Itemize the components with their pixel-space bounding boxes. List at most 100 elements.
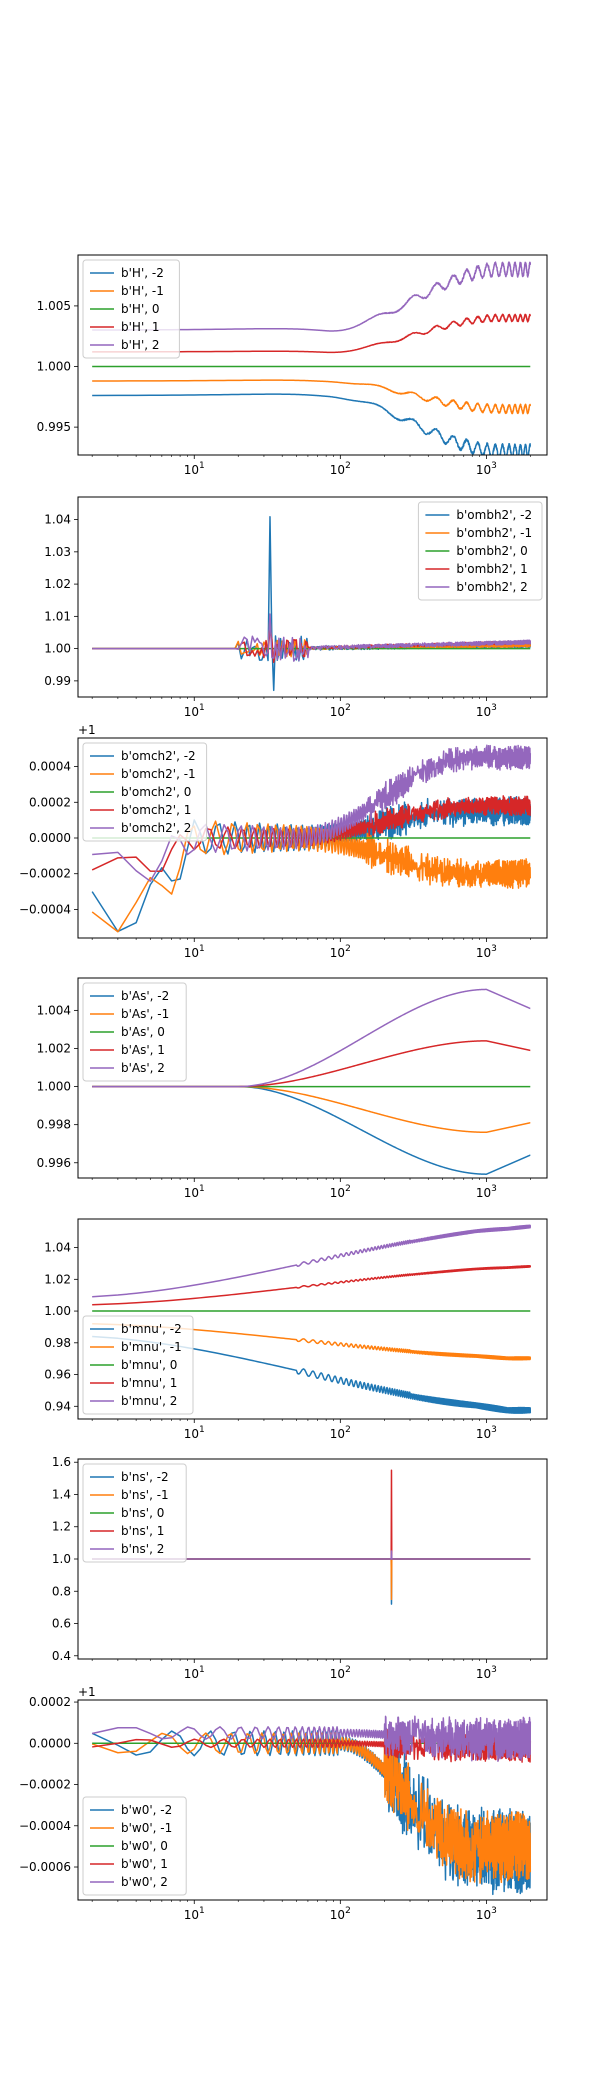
y-tick-label: 1.01	[44, 609, 71, 623]
legend-label: b'mnu', -1	[121, 1340, 182, 1354]
series-line	[91, 1732, 532, 1884]
legend-label: b'H', 2	[121, 338, 160, 352]
chart-panel-5: 0.94 0.96 0.98 1.00 1.02 1.04 101 102 103 b'mnu',…	[44, 1218, 548, 1441]
series-line	[92, 313, 531, 354]
legend-label: b'As', 1	[121, 1043, 165, 1057]
plot-area	[92, 261, 532, 455]
x-tick-label: 101	[184, 1425, 205, 1441]
y-tick-label: 0.98	[44, 1336, 71, 1350]
series-line	[92, 393, 532, 455]
x-tick-label: 103	[476, 461, 497, 477]
chart-panel-7: −0.0006 −0.0004 −0.0002 0.0000 0.0002 101 102 1…	[19, 1685, 548, 1922]
y-tick-label: 1.6	[52, 1455, 71, 1469]
legend-label: b'ns', 0	[121, 1506, 164, 1520]
chart-panel-2: 0.99 1.00 1.01 1.02 1.03 1.04 101 102 103 b'ombh2…	[44, 496, 548, 719]
y-tick-label: 1.02	[44, 1272, 71, 1286]
y-tick-label: 0.0000	[29, 831, 71, 845]
legend-label: b'w0', -2	[121, 1803, 172, 1817]
y-tick-label: 1.000	[37, 360, 71, 374]
y-tick-label: 1.004	[37, 1003, 71, 1017]
y-tick-label: 0.6	[52, 1617, 71, 1631]
legend-label: b'w0', 2	[121, 1875, 168, 1889]
legend-label: b'mnu', 1	[121, 1376, 177, 1390]
series-line	[92, 1558, 531, 1605]
series-line	[92, 617, 532, 659]
legend-label: b'mnu', 0	[121, 1358, 177, 1372]
legend-frame	[82, 259, 180, 359]
legend-frame	[82, 1796, 187, 1896]
legend-label: b'As', 0	[121, 1025, 165, 1039]
legend: b'ombh2', -2 b'ombh2', -1 b'ombh2', 0 b'omb…	[417, 501, 543, 601]
legend-label: b'omch2', 0	[121, 785, 191, 799]
y-tick-label: 1.02	[44, 577, 71, 591]
x-tick-label: 101	[184, 1906, 205, 1922]
legend-label: b'ombh2', -1	[456, 526, 532, 540]
legend-label: b'As', -2	[121, 989, 169, 1003]
y-tick-label: 1.03	[44, 545, 71, 559]
y-tick-label: 1.2	[52, 1520, 71, 1534]
legend-label: b'mnu', 2	[121, 1394, 177, 1408]
x-tick-label: 102	[330, 461, 351, 477]
y-tick-label: 1.00	[44, 642, 71, 656]
series-line	[91, 795, 532, 872]
axes-frame	[77, 496, 548, 698]
series-line	[92, 1550, 531, 1560]
series-line	[91, 820, 532, 933]
y-tick-label: 0.0002	[29, 1695, 71, 1709]
series-line	[92, 261, 532, 332]
x-tick-label: 101	[184, 461, 205, 477]
legend: b'H', -2 b'H', -1 b'H', 0 b'H', 1 b'H', 2	[82, 259, 180, 359]
x-tick-label: 103	[476, 703, 497, 719]
legend-label: b'H', 1	[121, 320, 160, 334]
chart-panel-3: −0.0004 −0.0002 0.0000 0.0002 0.0004 101 102 10…	[19, 723, 548, 960]
x-tick-label: 103	[476, 1665, 497, 1681]
x-tick-label: 101	[184, 1184, 205, 1200]
series-line	[92, 379, 532, 415]
axes-frame	[77, 1699, 548, 1901]
series-line	[92, 1085, 531, 1134]
y-tick-label: 0.998	[37, 1118, 71, 1132]
offset-text: +1	[78, 1685, 96, 1699]
legend-label: b'ns', -2	[121, 1470, 169, 1484]
x-tick-label: 101	[184, 944, 205, 960]
series-line	[92, 1224, 532, 1298]
x-tick-label: 102	[330, 1906, 351, 1922]
series-line	[92, 1085, 531, 1175]
legend-frame	[417, 501, 543, 601]
y-tick-label: 0.94	[44, 1399, 71, 1413]
plot-area	[92, 1224, 532, 1414]
y-tick-label: 1.4	[52, 1487, 71, 1501]
y-tick-label: 0.0002	[29, 795, 71, 809]
axes-frame	[77, 254, 548, 456]
legend-label: b'omch2', 1	[121, 803, 191, 817]
series-line	[92, 1335, 532, 1414]
legend-label: b'As', 2	[121, 1061, 165, 1075]
x-tick-label: 103	[476, 944, 497, 960]
y-tick-label: 1.005	[37, 299, 71, 313]
x-tick-label: 103	[476, 1425, 497, 1441]
y-tick-label: 0.8	[52, 1584, 71, 1598]
series-line	[92, 1323, 532, 1361]
legend-label: b'w0', -1	[121, 1821, 172, 1835]
chart-panel-4: 0.996 0.998 1.000 1.002 1.004 101 102 103 b'As',…	[37, 977, 548, 1200]
legend-label: b'omch2', 2	[121, 821, 191, 835]
plot-area	[92, 1469, 531, 1605]
series-line	[92, 1040, 531, 1088]
series-line	[92, 988, 531, 1088]
y-tick-label: −0.0004	[19, 1819, 71, 1833]
plot-area	[91, 744, 532, 933]
x-tick-label: 101	[184, 703, 205, 719]
series-line	[92, 1558, 531, 1601]
x-tick-label: 102	[330, 703, 351, 719]
legend-label: b'w0', 1	[121, 1857, 168, 1871]
legend: b'ns', -2 b'ns', -1 b'ns', 0 b'ns', 1 b'ns',…	[82, 1463, 187, 1563]
legend-label: b'w0', 0	[121, 1839, 168, 1853]
offset-text: +1	[78, 723, 96, 737]
y-tick-label: 1.04	[44, 513, 71, 527]
plot-area	[92, 515, 532, 692]
y-tick-label: 1.000	[37, 1080, 71, 1094]
legend-frame	[82, 742, 208, 842]
x-tick-label: 102	[330, 944, 351, 960]
